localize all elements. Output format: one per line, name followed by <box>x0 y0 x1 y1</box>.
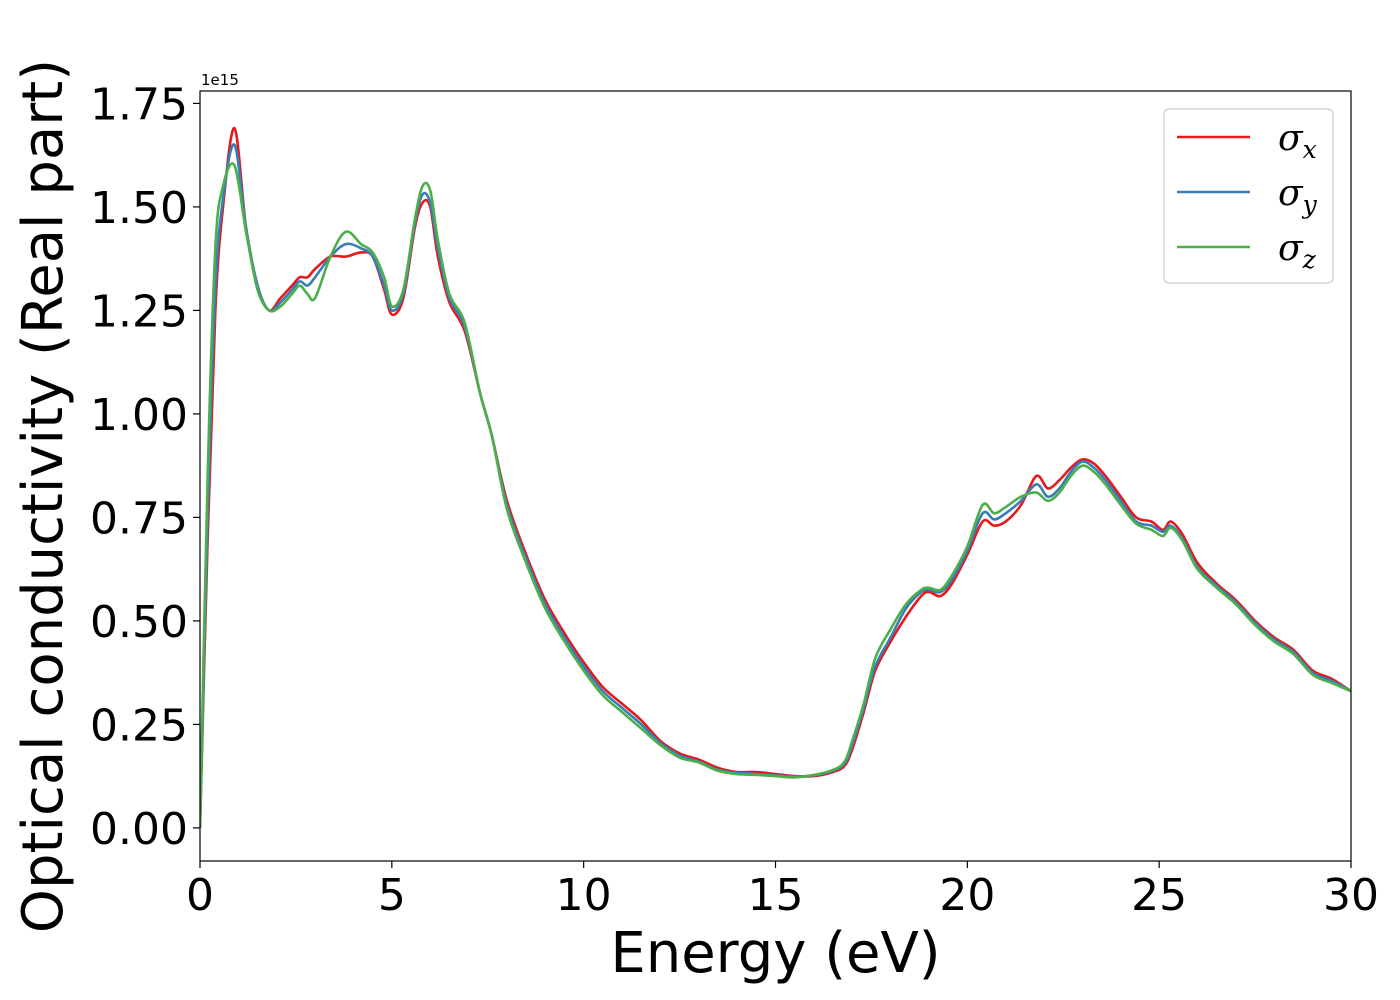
y-axis-label: Optical conductivity (Real part) <box>11 59 76 933</box>
x-tick-label: 15 <box>748 870 804 921</box>
y-tick-label: 0.00 <box>90 804 188 855</box>
y-tick-label: 0.25 <box>90 700 188 751</box>
y-tick-label: 1.75 <box>90 79 188 130</box>
x-tick-label: 10 <box>556 870 612 921</box>
y-tick-label: 1.50 <box>90 183 188 234</box>
legend-label-z: σz <box>1278 228 1317 274</box>
y-axis: 0.00 0.25 0.50 0.75 1.00 1.25 1.50 1.75 <box>90 79 200 855</box>
y-axis-offset-text: 1e15 <box>201 71 239 89</box>
x-tick-label: 0 <box>186 870 214 921</box>
y-tick-label: 1.00 <box>90 390 188 441</box>
x-axis-label: Energy (eV) <box>610 921 940 986</box>
legend-frame <box>1163 108 1334 284</box>
x-tick-label: 5 <box>378 870 406 921</box>
legend-label-y: σy <box>1278 173 1318 219</box>
x-tick-label: 20 <box>939 870 995 921</box>
x-tick-label: 25 <box>1131 870 1187 921</box>
legend-label-x: σx <box>1278 118 1317 164</box>
series-layer <box>200 126 1351 828</box>
x-tick-label: 30 <box>1323 870 1379 921</box>
y-tick-label: 0.75 <box>90 493 188 544</box>
legend: σx σy σz <box>1163 108 1334 284</box>
y-tick-label: 1.25 <box>90 286 188 337</box>
x-axis: 0 5 10 15 20 25 30 <box>186 861 1379 921</box>
series-line-z <box>200 162 1351 828</box>
y-tick-label: 0.50 <box>90 597 188 648</box>
